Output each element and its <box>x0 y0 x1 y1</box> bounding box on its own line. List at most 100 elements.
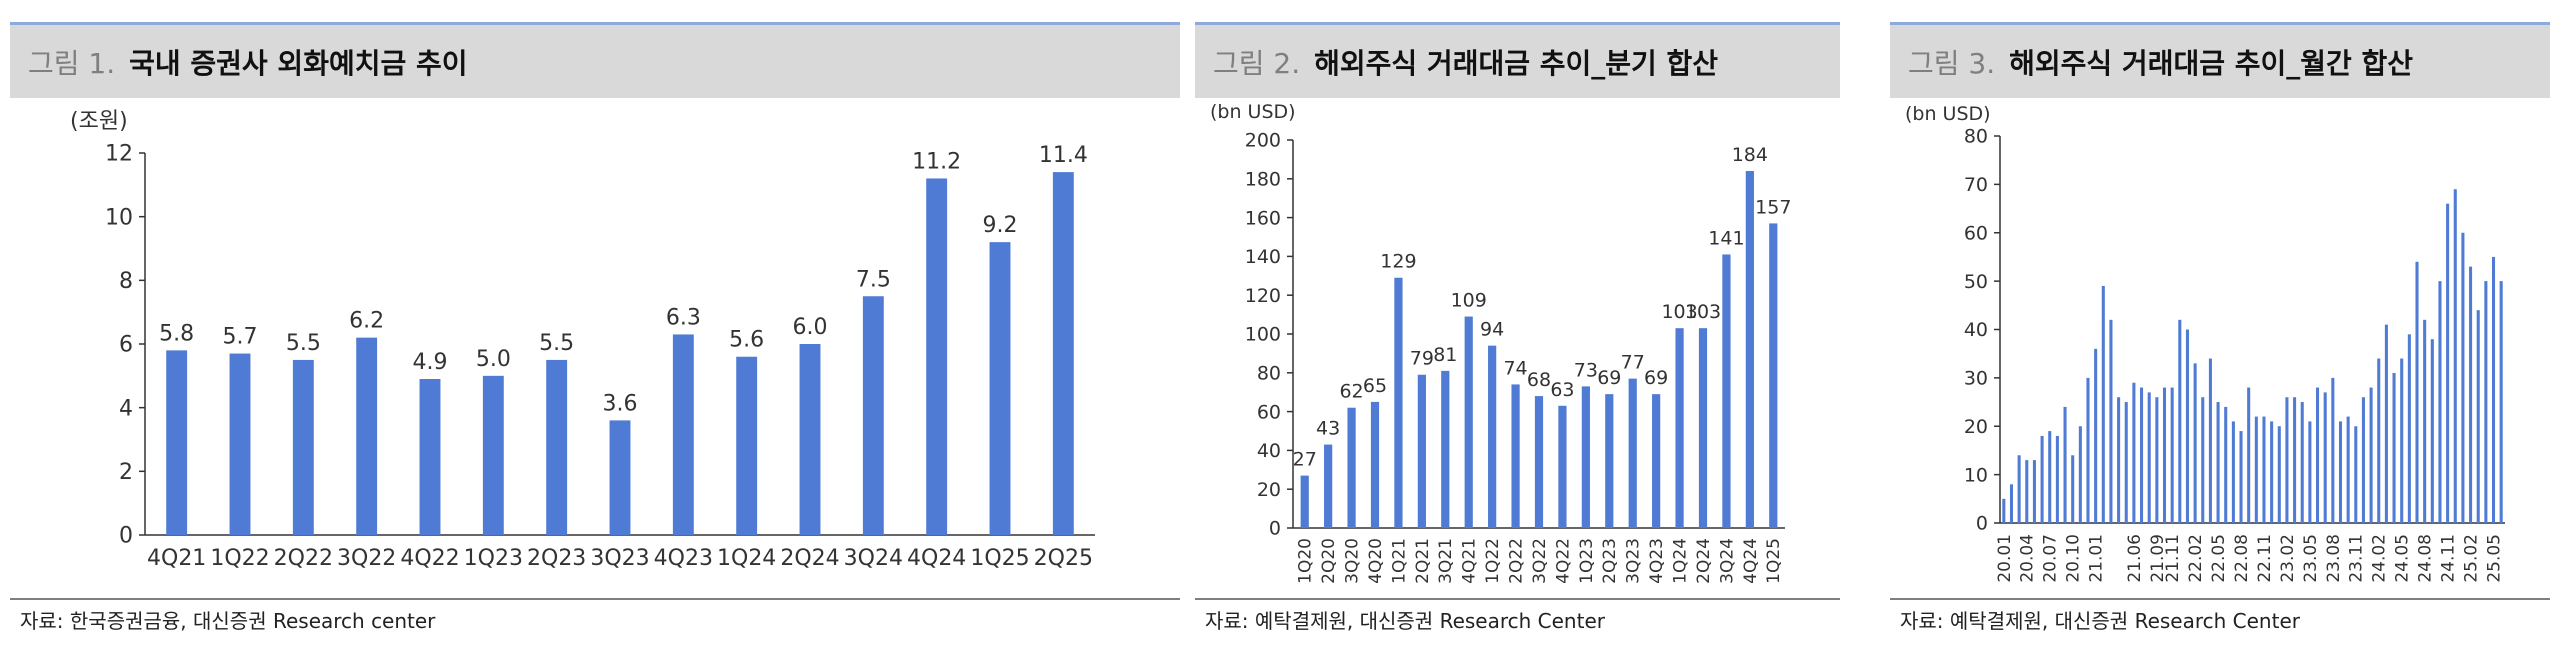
bar <box>2277 426 2281 523</box>
y-tick-label: 180 <box>1245 168 1281 190</box>
y-tick-label: 60 <box>1257 401 1281 423</box>
bar <box>546 359 568 535</box>
y-tick-label: 160 <box>1245 207 1281 229</box>
x-tick-label: 2Q20 <box>1319 538 1339 584</box>
bar <box>2224 406 2228 523</box>
data-label: 73 <box>1574 359 1598 381</box>
y-tick-label: 10 <box>105 205 133 230</box>
bar <box>2415 261 2419 523</box>
data-label: 5.7 <box>223 325 258 350</box>
bar <box>2461 232 2465 523</box>
bar <box>2369 387 2373 523</box>
bar <box>736 356 758 535</box>
x-tick-label: 1Q25 <box>1764 538 1784 584</box>
unit-label: (bn USD) <box>1210 101 1296 123</box>
chart-title-bar: 그림 2. 해외주식 거래대금 추이_분기 합산 <box>1195 22 1840 98</box>
data-label: 5.0 <box>476 347 511 372</box>
divider <box>1890 598 2550 600</box>
x-tick-label: 4Q23 <box>1647 538 1667 584</box>
bar <box>2361 397 2365 523</box>
chart-panel-1: 그림 1. 국내 증권사 외화예치금 추이 (조원) 0 2 4 6 8 10 12 5.8 5.… <box>10 0 1180 650</box>
x-tick-label: 21.06 <box>2125 534 2145 583</box>
bar <box>2124 402 2128 523</box>
bar <box>292 359 314 535</box>
bar <box>2170 387 2174 523</box>
x-tick-label: 3Q23 <box>1624 538 1644 584</box>
bar <box>1417 374 1426 528</box>
source-note: 자료: 예탁결제원, 대신증권 Research Center <box>1205 609 1605 633</box>
chart-title-bar: 그림 1. 국내 증권사 외화예치금 추이 <box>10 22 1180 98</box>
bar <box>2178 319 2182 523</box>
x-tick-label: 4Q23 <box>654 546 713 571</box>
chart-plot: (조원) 0 2 4 6 8 10 12 5.8 5.7 5.5 6.2 4.9 5.0 5.5 3.6 6.3… <box>70 109 1095 571</box>
bar <box>2293 397 2297 523</box>
x-tick-label: 3Q20 <box>1343 538 1363 584</box>
data-label: 5.8 <box>159 321 194 346</box>
source-note: 자료: 예탁결제원, 대신증권 Research Center <box>1900 609 2300 633</box>
unit-label: (bn USD) <box>1905 103 1991 125</box>
bar <box>2140 387 2144 523</box>
y-tick-label: 30 <box>1964 368 1988 390</box>
data-label: 94 <box>1480 319 1504 341</box>
x-tick-label: 3Q22 <box>337 546 396 571</box>
data-label: 69 <box>1644 367 1668 389</box>
bar <box>2392 373 2396 523</box>
x-tick-label: 1Q25 <box>970 546 1029 571</box>
chart-title: 국내 증권사 외화예치금 추이 <box>129 46 468 80</box>
x-tick-label: 2Q25 <box>1034 546 1093 571</box>
x-tick-label: 3Q24 <box>844 546 903 571</box>
x-tick-label: 1Q24 <box>1671 538 1691 584</box>
y-tick-label: 12 <box>105 142 133 167</box>
chart-title-bar: 그림 3. 해외주식 거래대금 추이_월간 합산 <box>1890 22 2550 98</box>
divider <box>10 598 1180 600</box>
y-tick-label: 50 <box>1964 271 1988 293</box>
bar <box>1745 171 1754 528</box>
chart-title: 해외주식 거래대금 추이_월간 합산 <box>2009 46 2414 80</box>
data-label: 6.0 <box>793 315 828 340</box>
bar <box>672 334 694 535</box>
x-tick-label: 20.04 <box>2018 534 2038 583</box>
bar <box>1511 384 1520 528</box>
figure-label: 그림 3. <box>1908 46 1996 80</box>
x-tick-label: 1Q23 <box>464 546 523 571</box>
data-label: 5.5 <box>539 331 574 356</box>
x-tick-label: 3Q23 <box>590 546 649 571</box>
y-tick-label: 10 <box>1964 464 1988 486</box>
bar <box>2407 334 2411 523</box>
x-tick-label: 3Q22 <box>1530 538 1550 584</box>
data-label: 184 <box>1732 144 1768 166</box>
x-tick-label: 2Q22 <box>274 546 333 571</box>
y-tick-label: 70 <box>1964 174 1988 196</box>
x-tick-label: 4Q21 <box>147 546 206 571</box>
x-tick-label: 4Q24 <box>907 546 966 571</box>
x-tick-label: 22.08 <box>2232 534 2252 583</box>
data-label: 62 <box>1339 381 1363 403</box>
x-tick-label: 4Q24 <box>1741 538 1761 584</box>
bar <box>1581 386 1590 528</box>
bar <box>1370 401 1380 528</box>
bar <box>2002 498 2006 523</box>
bar <box>2239 431 2243 523</box>
x-tick-label: 21.01 <box>2087 534 2107 583</box>
bar <box>1464 316 1473 528</box>
bar <box>2048 431 2052 523</box>
x-tick-label: 23.08 <box>2324 534 2344 583</box>
y-tick-label: 40 <box>1964 319 1988 341</box>
bar <box>2346 416 2350 523</box>
bar <box>1052 172 1074 535</box>
bar <box>926 178 948 535</box>
y-tick-label: 2 <box>119 460 133 485</box>
bar <box>1675 328 1684 528</box>
data-label: 69 <box>1597 367 1621 389</box>
bar <box>2254 416 2258 523</box>
bar <box>2453 189 2457 523</box>
bar <box>2469 266 2473 523</box>
bar <box>2086 377 2090 523</box>
x-tick-label: 23.11 <box>2347 534 2367 583</box>
y-tick-label: 40 <box>1257 440 1281 462</box>
figure-label: 그림 2. <box>1213 46 1301 80</box>
x-tick-label: 20.10 <box>2064 534 2084 583</box>
bar <box>2132 382 2136 523</box>
x-tick-label: 24.08 <box>2416 534 2436 583</box>
x-tick-label: 23.02 <box>2278 534 2298 583</box>
